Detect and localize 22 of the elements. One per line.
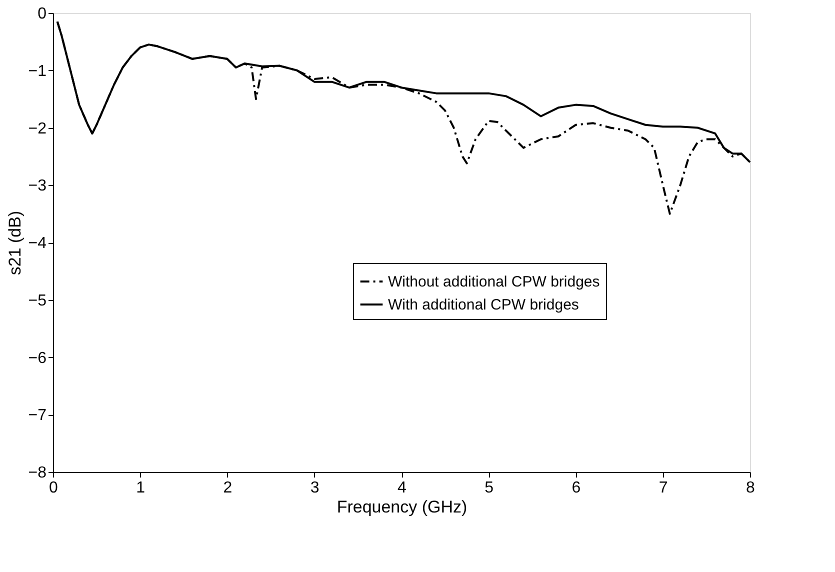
x-tick-label: 0 [49, 480, 58, 496]
x-tick-label: 3 [310, 480, 320, 496]
legend-label: With additional CPW bridges [388, 296, 579, 314]
y-axis-title: s21 (dB) [5, 210, 24, 276]
y-tick-label: −8 [28, 464, 47, 482]
y-tick-label: −5 [28, 292, 47, 310]
x-tick-label: 7 [658, 480, 668, 496]
y-tick-label: −3 [28, 178, 47, 195]
x-tick-label: 2 [223, 480, 232, 496]
y-tick-label: −4 [28, 235, 47, 252]
y-tick-label: −1 [28, 62, 47, 80]
y-tick-label: −6 [28, 350, 47, 367]
x-axis-title: Frequency (GHz) [336, 498, 468, 516]
y-tick-label: 0 [38, 6, 47, 22]
x-tick-label: 1 [136, 480, 146, 496]
y-tick-label: −2 [28, 120, 47, 138]
x-tick-label: 8 [746, 480, 756, 496]
x-tick-label: 5 [484, 480, 494, 496]
x-tick-label: 6 [572, 480, 581, 496]
y-tick-label: −7 [28, 407, 47, 424]
x-tick-label: 4 [398, 480, 407, 496]
legend-label: Without additional CPW bridges [388, 274, 600, 290]
